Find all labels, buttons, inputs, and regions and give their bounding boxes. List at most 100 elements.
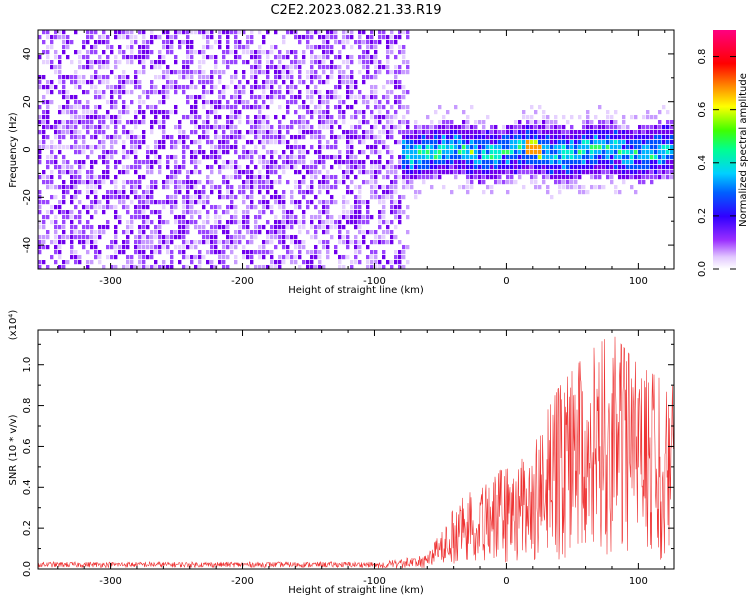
heatmap-cell xyxy=(114,190,118,195)
heatmap-cell xyxy=(226,105,230,110)
heatmap-cell xyxy=(98,200,102,205)
heatmap-cell xyxy=(106,205,110,210)
heatmap-cell xyxy=(382,30,386,35)
heatmap-cell xyxy=(338,155,342,160)
heatmap-cell xyxy=(62,145,66,150)
heatmap-cell xyxy=(274,265,278,270)
heatmap-cell xyxy=(474,145,478,150)
heatmap-cell xyxy=(54,155,58,160)
heatmap-cell xyxy=(534,175,538,180)
heatmap-cell xyxy=(102,120,106,125)
heatmap-cell xyxy=(314,90,318,95)
heatmap-cell xyxy=(650,165,654,170)
heatmap-cell xyxy=(590,145,594,150)
heatmap-cell xyxy=(242,200,246,205)
heatmap-cell xyxy=(550,140,554,145)
heatmap-cell xyxy=(238,115,242,120)
heatmap-cell xyxy=(558,155,562,160)
heatmap-cell xyxy=(206,75,210,80)
heatmap-cell xyxy=(338,240,342,245)
heatmap-cell xyxy=(386,65,390,70)
heatmap-cell xyxy=(230,250,234,255)
heatmap-cell xyxy=(326,155,330,160)
heatmap-cell xyxy=(346,150,350,155)
heatmap-cell xyxy=(458,185,462,190)
heatmap-cell xyxy=(314,70,318,75)
heatmap-cell xyxy=(250,50,254,55)
heatmap-cell xyxy=(114,150,118,155)
heatmap-cell xyxy=(386,100,390,105)
heatmap-cell xyxy=(54,215,58,220)
heatmap-cell xyxy=(58,75,62,80)
heatmap-cell xyxy=(62,190,66,195)
heatmap-cell xyxy=(394,65,398,70)
heatmap-cell xyxy=(614,185,618,190)
heatmap-cell xyxy=(306,70,310,75)
heatmap-cell xyxy=(166,90,170,95)
heatmap-cell xyxy=(234,245,238,250)
heatmap-cell xyxy=(658,145,662,150)
heatmap-cell xyxy=(298,245,302,250)
heatmap-cell xyxy=(470,150,474,155)
heatmap-cell xyxy=(190,130,194,135)
heatmap-cell xyxy=(318,105,322,110)
heatmap-cell xyxy=(146,240,150,245)
heatmap-cell xyxy=(326,255,330,260)
heatmap-cell xyxy=(470,155,474,160)
heatmap-cell xyxy=(130,55,134,60)
heatmap-cell xyxy=(338,215,342,220)
heatmap-cell xyxy=(398,80,402,85)
heatmap-cell xyxy=(390,265,394,270)
heatmap-cell xyxy=(222,95,226,100)
heatmap-cell xyxy=(262,225,266,230)
heatmap-cell xyxy=(378,210,382,215)
heatmap-cell xyxy=(670,155,674,160)
heatmap-cell xyxy=(78,240,82,245)
heatmap-cell xyxy=(46,30,50,35)
heatmap-cell xyxy=(518,125,522,130)
heatmap-cell xyxy=(386,90,390,95)
heatmap-cell xyxy=(318,60,322,65)
heatmap-cell xyxy=(62,160,66,165)
heatmap-cell xyxy=(366,230,370,235)
heatmap-cell xyxy=(414,155,418,160)
heatmap-cell xyxy=(394,175,398,180)
heatmap-cell xyxy=(222,145,226,150)
heatmap-cell xyxy=(194,100,198,105)
heatmap-cell xyxy=(58,205,62,210)
heatmap-cell xyxy=(426,170,430,175)
heatmap-cell xyxy=(398,215,402,220)
heatmap-cell xyxy=(74,180,78,185)
heatmap-cell xyxy=(334,220,338,225)
heatmap-cell xyxy=(86,155,90,160)
heatmap-cell xyxy=(194,240,198,245)
heatmap-cell xyxy=(58,225,62,230)
heatmap-cell xyxy=(250,250,254,255)
heatmap-cell xyxy=(406,180,410,185)
heatmap-cell xyxy=(306,75,310,80)
heatmap-cell xyxy=(134,190,138,195)
heatmap-cell xyxy=(538,120,542,125)
heatmap-cell xyxy=(314,265,318,270)
heatmap-cell xyxy=(194,50,198,55)
heatmap-cell xyxy=(274,45,278,50)
heatmap-cell xyxy=(282,260,286,265)
heatmap-cell xyxy=(238,55,242,60)
heatmap-cell xyxy=(118,60,122,65)
heatmap-cell xyxy=(318,220,322,225)
heatmap-cell xyxy=(38,260,42,265)
heatmap-cell xyxy=(302,55,306,60)
heatmap-cell xyxy=(250,75,254,80)
heatmap-cell xyxy=(514,165,518,170)
heatmap-cell xyxy=(174,190,178,195)
heatmap-cell xyxy=(414,150,418,155)
heatmap-cell xyxy=(146,105,150,110)
heatmap-cell xyxy=(166,85,170,90)
heatmap-cell xyxy=(210,225,214,230)
heatmap-cell xyxy=(442,185,446,190)
heatmap-cell xyxy=(310,55,314,60)
heatmap-cell xyxy=(242,45,246,50)
heatmap-cell xyxy=(58,105,62,110)
heatmap-cell xyxy=(238,240,242,245)
heatmap-cell xyxy=(626,135,630,140)
